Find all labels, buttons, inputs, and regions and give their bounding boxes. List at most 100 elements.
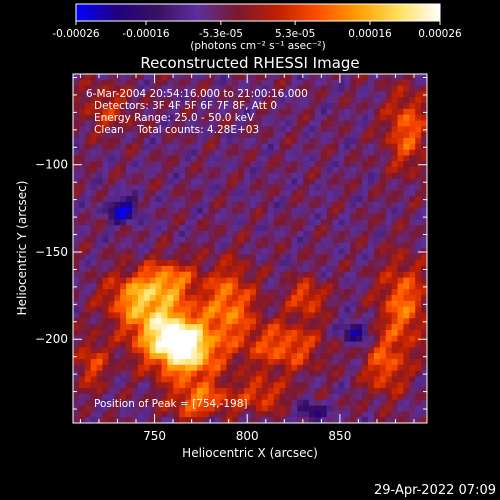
heatmap-cell xyxy=(161,341,168,348)
heatmap-cell xyxy=(261,260,269,267)
heatmap-cell xyxy=(362,260,369,267)
heatmap-cell xyxy=(143,219,151,226)
heatmap-cell xyxy=(267,149,275,156)
heatmap-cell xyxy=(273,213,280,220)
heatmap-cell xyxy=(356,295,363,302)
heatmap-cell xyxy=(409,318,416,325)
heatmap-cell xyxy=(196,254,204,261)
heatmap-cell xyxy=(155,242,162,249)
heatmap-cell xyxy=(373,126,381,133)
heatmap-cell xyxy=(108,417,115,424)
heatmap-cell xyxy=(320,370,328,377)
heatmap-cell xyxy=(385,137,393,145)
heatmap-cell xyxy=(255,132,263,139)
heatmap-cell xyxy=(385,120,393,127)
heatmap-cell xyxy=(356,370,363,377)
heatmap-cell xyxy=(332,242,339,249)
heatmap-cell xyxy=(291,172,298,180)
heatmap-cell xyxy=(179,103,186,110)
heatmap-cell xyxy=(114,318,121,325)
heatmap-cell xyxy=(226,149,233,156)
heatmap-cell xyxy=(373,97,381,104)
heatmap-cell xyxy=(167,347,174,354)
heatmap-cell xyxy=(191,207,198,215)
heatmap-cell xyxy=(78,190,86,197)
heatmap-cell xyxy=(185,184,192,191)
heatmap-cell xyxy=(397,213,404,220)
heatmap-cell xyxy=(167,353,174,360)
heatmap-cell xyxy=(314,393,322,401)
heatmap-cell xyxy=(96,265,103,273)
heatmap-cell xyxy=(137,196,145,203)
heatmap-cell xyxy=(255,137,263,145)
heatmap-cell xyxy=(350,190,357,197)
heatmap-cell xyxy=(196,242,204,249)
heatmap-cell xyxy=(314,417,322,424)
heatmap-cell xyxy=(368,196,375,203)
heatmap-cell xyxy=(320,236,328,244)
heatmap-cell xyxy=(368,283,375,290)
heatmap-cell xyxy=(397,347,404,354)
heatmap-cell xyxy=(320,120,328,127)
heatmap-cell xyxy=(320,91,328,98)
heatmap-cell xyxy=(291,137,298,145)
heatmap-cell xyxy=(291,91,298,98)
heatmap-cell xyxy=(297,137,304,145)
heatmap-cell xyxy=(273,370,280,377)
heatmap-cell xyxy=(173,114,180,122)
heatmap-cell xyxy=(173,155,180,162)
heatmap-cell xyxy=(326,265,334,273)
heatmap-cell xyxy=(108,341,115,348)
heatmap-cell xyxy=(379,254,387,261)
colorbar-tick-label: -0.00016 xyxy=(122,28,170,40)
heatmap-cell xyxy=(391,149,398,156)
heatmap-cell xyxy=(155,283,162,290)
heatmap-cell xyxy=(373,411,381,418)
heatmap-cell xyxy=(73,114,80,122)
heatmap-cell xyxy=(267,364,275,372)
heatmap-cell xyxy=(303,318,310,325)
heatmap-cell xyxy=(332,97,339,104)
annotation-clean-counts: Clean Total counts: 4.28E+03 xyxy=(94,124,259,136)
heatmap-cell xyxy=(84,411,92,418)
heatmap-cell xyxy=(373,108,381,116)
heatmap-cell xyxy=(185,137,192,145)
heatmap-cell xyxy=(214,306,221,313)
heatmap-cell xyxy=(149,167,157,174)
heatmap-cell xyxy=(309,324,316,331)
heatmap-cell xyxy=(120,190,127,197)
heatmap-cell xyxy=(385,248,393,255)
heatmap-cell xyxy=(96,126,103,133)
heatmap-cell xyxy=(238,254,245,261)
heatmap-cell xyxy=(332,277,339,284)
heatmap-cell xyxy=(261,143,269,151)
heatmap-cell xyxy=(261,196,269,203)
heatmap-cell xyxy=(238,225,245,232)
heatmap-cell xyxy=(143,114,151,122)
heatmap-cell xyxy=(155,85,162,92)
heatmap-cell xyxy=(255,388,263,395)
heatmap-cell xyxy=(114,178,121,186)
heatmap-cell xyxy=(173,318,180,325)
heatmap-cell xyxy=(102,318,109,325)
heatmap-cell xyxy=(279,137,286,145)
heatmap-cell xyxy=(84,405,92,412)
heatmap-cell xyxy=(238,283,245,290)
heatmap-cell xyxy=(185,167,192,174)
heatmap-cell xyxy=(356,260,363,267)
heatmap-cell xyxy=(362,417,369,424)
heatmap-cell xyxy=(344,97,351,104)
heatmap-cell xyxy=(102,91,109,98)
heatmap-cell xyxy=(338,260,345,267)
heatmap-cell xyxy=(379,376,387,383)
heatmap-cell xyxy=(373,277,381,284)
heatmap-cell xyxy=(78,201,86,209)
heatmap-cell xyxy=(161,265,168,273)
heatmap-cell xyxy=(297,300,304,308)
heatmap-cell xyxy=(208,388,216,395)
heatmap-cell xyxy=(220,225,227,232)
heatmap-cell xyxy=(226,399,233,407)
heatmap-cell xyxy=(108,231,115,238)
heatmap-cell xyxy=(362,364,369,372)
heatmap-cell xyxy=(314,167,322,174)
